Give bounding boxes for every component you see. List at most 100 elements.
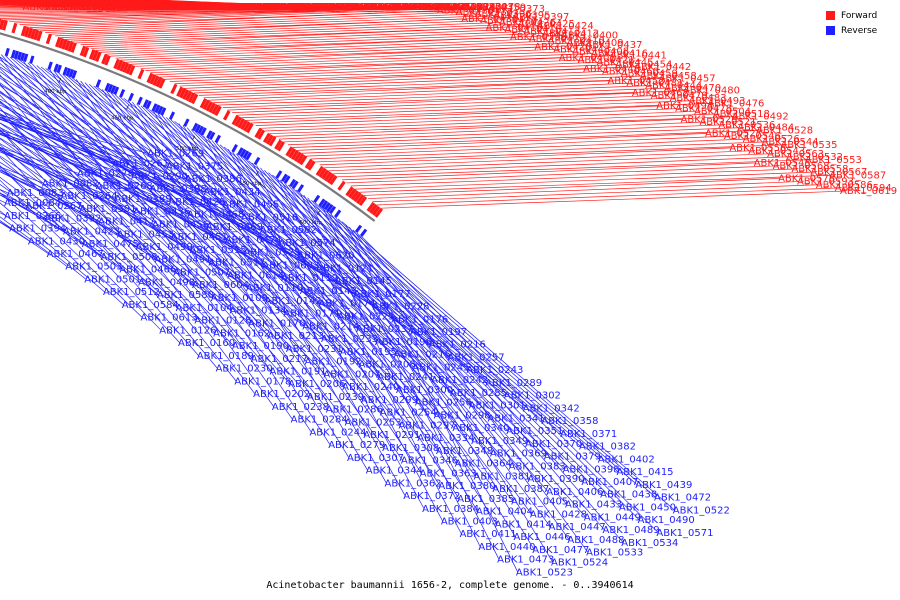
leader-line bbox=[8, 0, 117, 8]
leader-line bbox=[0, 109, 284, 279]
gene-label: ABK1_0189 bbox=[197, 351, 254, 362]
reverse-feature bbox=[194, 124, 202, 133]
reverse-feature bbox=[23, 53, 29, 63]
gene-label: ABK1_0143 bbox=[300, 286, 357, 297]
gene-label: ABK1_0241 bbox=[377, 372, 434, 383]
reverse-feature bbox=[168, 111, 176, 120]
forward-feature bbox=[321, 169, 330, 180]
gene-label: ABK1_0553 bbox=[805, 155, 862, 166]
gene-label: ABK1_0413 bbox=[523, 26, 580, 37]
leader-line bbox=[161, 115, 439, 452]
gene-label: ABK1_0118 bbox=[41, 2, 98, 13]
forward-feature bbox=[208, 102, 216, 113]
gene-label: ABK1_0532 bbox=[786, 152, 843, 163]
gene-label: ABK1_0359 bbox=[469, 2, 526, 13]
gene-label: ABK1_0571 bbox=[656, 528, 713, 539]
reverse-feature bbox=[47, 61, 53, 71]
forward-feature bbox=[277, 141, 285, 152]
gene-label: ABK1_0454 bbox=[615, 59, 672, 70]
gene-label: ABK1_0499 bbox=[136, 242, 193, 253]
gene-label: ABK1_0392 bbox=[44, 214, 101, 225]
gene-label: ABK1_0393 bbox=[445, 2, 502, 13]
gene-label: ABK1_0300 bbox=[396, 385, 453, 396]
gene-label: ABK1_0117 bbox=[60, 2, 117, 13]
reverse-feature bbox=[151, 103, 158, 112]
gene-label: ABK1_0613 bbox=[141, 313, 198, 324]
gene-label: ABK1_0426 bbox=[499, 17, 556, 28]
leader-line bbox=[97, 87, 488, 384]
reverse-feature bbox=[71, 70, 78, 79]
leader-line bbox=[178, 123, 387, 484]
leader-line bbox=[67, 75, 434, 381]
forward-feature bbox=[366, 201, 376, 212]
gene-label: ABK1_0292 bbox=[293, 2, 350, 13]
gene-label: ABK1_0148 bbox=[85, 2, 142, 13]
gene-label: ABK1_0620 bbox=[297, 251, 354, 262]
reverse-feature bbox=[208, 131, 216, 141]
gene-label: ABK1_0171 bbox=[283, 309, 340, 320]
leader-line bbox=[36, 65, 380, 378]
reverse-feature bbox=[65, 67, 72, 77]
leader-line bbox=[345, 224, 519, 573]
gene-label: ABK1_0458 bbox=[640, 71, 697, 82]
leader-line bbox=[324, 150, 751, 169]
leader-line bbox=[334, 215, 605, 531]
forward-feature bbox=[82, 46, 90, 58]
leader-line bbox=[349, 226, 554, 563]
gene-label: ABK1_0535 bbox=[780, 140, 837, 151]
gene-label: ABK1_0528 bbox=[756, 126, 813, 137]
forward-feature bbox=[36, 30, 43, 42]
leader-line bbox=[0, 113, 235, 347]
gene-label: ABK1_0442 bbox=[634, 62, 691, 73]
gene-label: ABK1_0379 bbox=[544, 452, 601, 463]
leader-line bbox=[14, 6, 453, 24]
gene-label: ABK1_0491 bbox=[154, 255, 211, 266]
leader-line bbox=[62, 74, 399, 391]
leader-line bbox=[255, 108, 678, 126]
forward-feature bbox=[307, 160, 316, 171]
leader-line bbox=[182, 125, 422, 474]
leader-line bbox=[110, 38, 531, 57]
forward-feature bbox=[20, 25, 27, 37]
forward-feature bbox=[67, 41, 74, 52]
reverse-feature bbox=[29, 55, 35, 64]
gene-label: ABK1_0119 bbox=[281, 273, 338, 284]
reverse-feature bbox=[239, 148, 247, 158]
leader-line bbox=[9, 6, 434, 22]
reverse-feature bbox=[145, 100, 152, 110]
gene-label: ABK1_0245 bbox=[412, 362, 469, 373]
gene-label: ABK1_0206 bbox=[288, 379, 345, 390]
forward-feature bbox=[299, 155, 308, 166]
gene-label: ABK1_0121 bbox=[316, 263, 373, 274]
leader-line bbox=[0, 75, 375, 307]
gene-label: ABK1_0556 bbox=[729, 143, 786, 154]
gene-label: ABK1_0216 bbox=[429, 340, 486, 351]
gene-label: ABK1_0128 bbox=[194, 316, 251, 327]
leader-line bbox=[130, 46, 537, 65]
gene-label: ABK1_0431 bbox=[461, 14, 518, 25]
leader-line bbox=[90, 31, 526, 49]
gene-label: ABK1_0254 bbox=[380, 408, 437, 419]
leader-line bbox=[0, 155, 176, 273]
reverse-feature bbox=[297, 184, 305, 193]
reverse-feature bbox=[328, 205, 337, 215]
forward-feature bbox=[79, 45, 87, 57]
leader-line bbox=[0, 210, 87, 280]
gene-label: ABK1_0126 bbox=[159, 325, 216, 336]
gene-label: ABK1_0116 bbox=[79, 2, 136, 13]
leader-line bbox=[319, 147, 732, 166]
gene-label: ABK1_0395 bbox=[493, 11, 550, 22]
leader-line bbox=[120, 42, 569, 61]
gene-label: ABK1_0085 bbox=[22, 2, 79, 13]
gene-label: ABK1_0190 bbox=[232, 341, 289, 352]
leader-line bbox=[0, 192, 124, 306]
gene-label: ABK1_0109 bbox=[211, 293, 268, 304]
gene-label: ABK1_0358 bbox=[541, 416, 598, 427]
gene-label: ABK1_0415 bbox=[616, 467, 673, 478]
gene-label: ABK1_0177 bbox=[354, 289, 411, 300]
leader-line bbox=[0, 56, 256, 395]
gene-label: ABK1_0215 bbox=[394, 350, 451, 361]
leader-line bbox=[0, 117, 169, 167]
gene-label: ABK1_0285 bbox=[450, 388, 507, 399]
leader-line bbox=[110, 92, 401, 426]
